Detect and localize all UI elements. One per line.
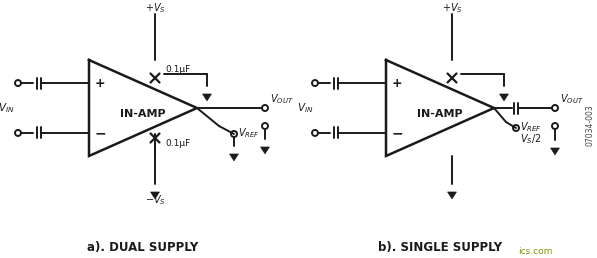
Text: $V_{OUT}$: $V_{OUT}$ [270, 92, 294, 106]
Text: $+V_S$: $+V_S$ [144, 1, 165, 15]
Text: $-V_S$: $-V_S$ [144, 193, 165, 207]
Text: ics.com: ics.com [518, 246, 552, 255]
Text: +: + [392, 77, 402, 90]
Polygon shape [230, 154, 238, 161]
Text: $V_{OUT}$: $V_{OUT}$ [560, 92, 584, 106]
Polygon shape [202, 94, 211, 101]
Text: $V_{REF}$: $V_{REF}$ [520, 120, 541, 134]
Text: −: − [391, 126, 403, 140]
Text: $+V_S$: $+V_S$ [442, 1, 463, 15]
Polygon shape [150, 192, 159, 199]
Text: −: − [94, 126, 106, 140]
Polygon shape [550, 148, 559, 155]
Text: $V_{IN}$: $V_{IN}$ [297, 101, 313, 115]
Text: 07034-003: 07034-003 [586, 104, 595, 146]
Text: IN-AMP: IN-AMP [417, 109, 463, 119]
Polygon shape [261, 147, 269, 154]
Text: $V_{REF}$: $V_{REF}$ [238, 126, 260, 140]
Text: 0.1μF: 0.1μF [165, 66, 190, 75]
Text: $V_{IN}$: $V_{IN}$ [0, 101, 14, 115]
Polygon shape [448, 192, 456, 199]
Text: b). SINGLE SUPPLY: b). SINGLE SUPPLY [378, 241, 502, 254]
Text: +: + [95, 77, 105, 90]
Text: 0.1μF: 0.1μF [165, 140, 190, 149]
Text: a). DUAL SUPPLY: a). DUAL SUPPLY [87, 241, 199, 254]
Text: IN-AMP: IN-AMP [120, 109, 166, 119]
Polygon shape [500, 94, 509, 101]
Text: $V_S/2$: $V_S/2$ [520, 132, 541, 146]
